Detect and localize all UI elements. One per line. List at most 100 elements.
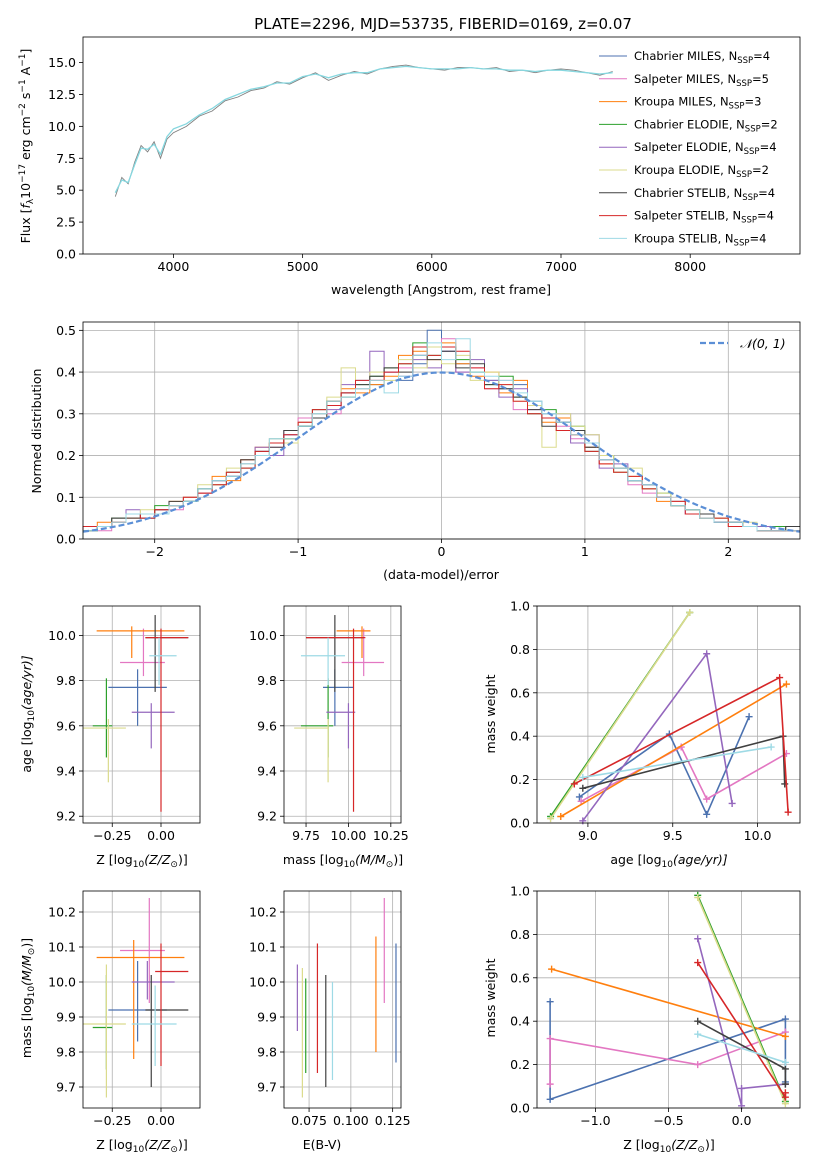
mass-weight-line (549, 1031, 786, 1085)
residuals-ytick-label: 0.0 (56, 532, 76, 547)
spectrum-xtick-label: 7000 (545, 259, 577, 274)
residuals-xtick-label: −2 (145, 544, 163, 559)
mass-weight-point (570, 780, 578, 788)
mass-weight-point (694, 1017, 702, 1025)
mass-weight-line (697, 1033, 786, 1064)
mwAge-ytick-label: 1.0 (510, 599, 530, 614)
mass-weight-point (548, 965, 556, 973)
massZ-frame (82, 890, 201, 1109)
mass-weight-point (694, 935, 702, 943)
spectrum-legend: Chabrier MILES, NSSP=4 Salpeter MILES, NS… (599, 49, 778, 248)
mass-weight-point (546, 1035, 554, 1043)
age-vs-mass-plot: 9.75 10.00 10.25 9.2 9.4 9.6 9.8 10.0 (249, 605, 409, 843)
ageZ-xlabel: Z [log10(Z/Z⊙)] (96, 852, 187, 870)
massEBV-ytick-label: 9.7 (257, 1080, 277, 1095)
residuals-xtick-label: 2 (724, 544, 732, 559)
massZ-ytick-label: 9.7 (56, 1080, 76, 1095)
residuals-xtick-label: −1 (289, 544, 307, 559)
massEBV-xtick-label: 0.100 (333, 1113, 369, 1128)
mwAge-ytick-label: 0.2 (510, 772, 530, 787)
mass-weight-point (781, 1032, 789, 1040)
mass-weight-line (560, 683, 787, 818)
mass-weight-point (575, 793, 583, 801)
residuals-ylabel: Normed distribution (29, 369, 44, 494)
mass-weight-point (703, 650, 711, 658)
massZ-ytick-label: 10.1 (48, 940, 76, 955)
mwAge-xtick-label: 9.0 (578, 828, 598, 843)
spectrum-lines (114, 64, 613, 197)
massEBV-xtick-label: 0.125 (375, 1113, 411, 1128)
massEBV-ytick-label: 9.9 (257, 1010, 277, 1025)
ageZ-ytick-label: 9.6 (56, 718, 76, 733)
massEBV-xlabel: E(B-V) (303, 1137, 342, 1152)
mwAge-ylabel: mass weight (483, 674, 498, 753)
legend-entry: Salpeter STELIB, NSSP=4 (634, 209, 774, 226)
spectrum-series-data (114, 64, 613, 197)
spectrum-ytick-label: 7.5 (56, 151, 76, 166)
mass-weight-point (557, 812, 565, 820)
mwZ-ytick-label: 0.6 (510, 970, 530, 985)
mass-weight-point (546, 1095, 554, 1103)
massZ-xtick-label: −0.25 (93, 1113, 131, 1128)
massZ-ytick-label: 10.0 (48, 975, 76, 990)
legend-entry: Kroupa STELIB, NSSP=4 (634, 231, 766, 248)
mass-weight-point (781, 1100, 789, 1108)
ageMass-xtick-label: 9.75 (292, 828, 320, 843)
massZ-ytick-label: 9.9 (56, 1010, 76, 1025)
massEBV-ytick-label: 10.0 (249, 975, 277, 990)
spectrum-frame (82, 36, 801, 255)
ageMass-frame (283, 605, 402, 824)
ageMass-ytick-label: 9.2 (257, 809, 277, 824)
mwAge-xlabel: age [log10(age/yr)] (610, 852, 727, 870)
ageZ-ytick-label: 9.4 (56, 764, 76, 779)
residuals-ytick-label: 0.5 (56, 323, 76, 338)
mass-weight-point (579, 773, 587, 781)
mwAge-xtick-label: 10.0 (744, 828, 772, 843)
mass-weight-line (696, 938, 786, 1107)
spectrum-xtick-label: 6000 (416, 259, 448, 274)
figure-title: PLATE=2296, MJD=53735, FIBERID=0169, z=0… (254, 15, 632, 33)
massZ-ylabel: mass [log10(M/M⊙)] (19, 938, 37, 1058)
ageMass-xtick-label: 10.25 (373, 828, 409, 843)
legend-entry: Chabrier ELODIE, NSSP=2 (634, 117, 778, 134)
residuals-legend: 𝒩(0, 1) (700, 336, 786, 351)
mass-weight-point (745, 713, 753, 721)
ageMass-xtick-label: 10.00 (331, 828, 367, 843)
mass-weight-point (776, 674, 784, 682)
mwAge-gridlines (537, 605, 800, 824)
mass-weight-point (781, 1089, 789, 1097)
mwZ-ytick-label: 0.4 (510, 1014, 530, 1029)
mass-weight-point (784, 808, 792, 816)
ageMass-xlabel: mass [log10(M/M⊙)] (283, 852, 403, 870)
spectrum-ytick-label: 2.5 (56, 215, 76, 230)
legend-entry: Salpeter ELODIE, NSSP=4 (634, 140, 777, 157)
mwAge-ytick-label: 0.8 (510, 642, 530, 657)
mass-weight-point (782, 680, 790, 688)
ageZ-gridlines (83, 606, 200, 823)
mass-weight-point (546, 998, 554, 1006)
legend-entry: Chabrier MILES, NSSP=4 (634, 49, 770, 66)
mwZ-xtick-label: 0.0 (732, 1113, 752, 1128)
legend-entry: Salpeter MILES, NSSP=5 (634, 72, 769, 89)
mass-weight-point (781, 1015, 789, 1023)
residuals-ytick-label: 0.4 (56, 365, 76, 380)
mass-weight-point (703, 795, 711, 803)
mass-weight-line (580, 745, 787, 803)
mass-vs-ebv-plot: 0.075 0.100 0.125 9.7 9.8 9.9 10.0 10.1 10.2 (249, 890, 411, 1128)
mwAge-ytick-label: 0.0 (510, 816, 530, 831)
spectrum-plot: 4000 5000 6000 7000 8000 0.0 2.5 5.0 7.5 10.0 12.5… (48, 36, 801, 274)
mwZ-ytick-label: 0.8 (510, 927, 530, 942)
mass-weight-line (696, 897, 787, 1105)
normal-curve (82, 371, 801, 533)
massEBV-gridlines (284, 891, 401, 1108)
massZ-ytick-label: 10.2 (48, 905, 76, 920)
massEBV-frame (283, 890, 402, 1109)
mass-weight-point (546, 1080, 554, 1088)
mwAge-frame (536, 605, 801, 824)
mass-weight-point (686, 609, 694, 617)
spectrum-ytick-label: 15.0 (48, 55, 76, 70)
spectrum-ytick-label: 0.0 (56, 247, 76, 262)
mwZ-xlabel: Z [log10(Z/Z⊙)] (623, 1137, 714, 1155)
mass-weight-point (781, 1065, 789, 1073)
